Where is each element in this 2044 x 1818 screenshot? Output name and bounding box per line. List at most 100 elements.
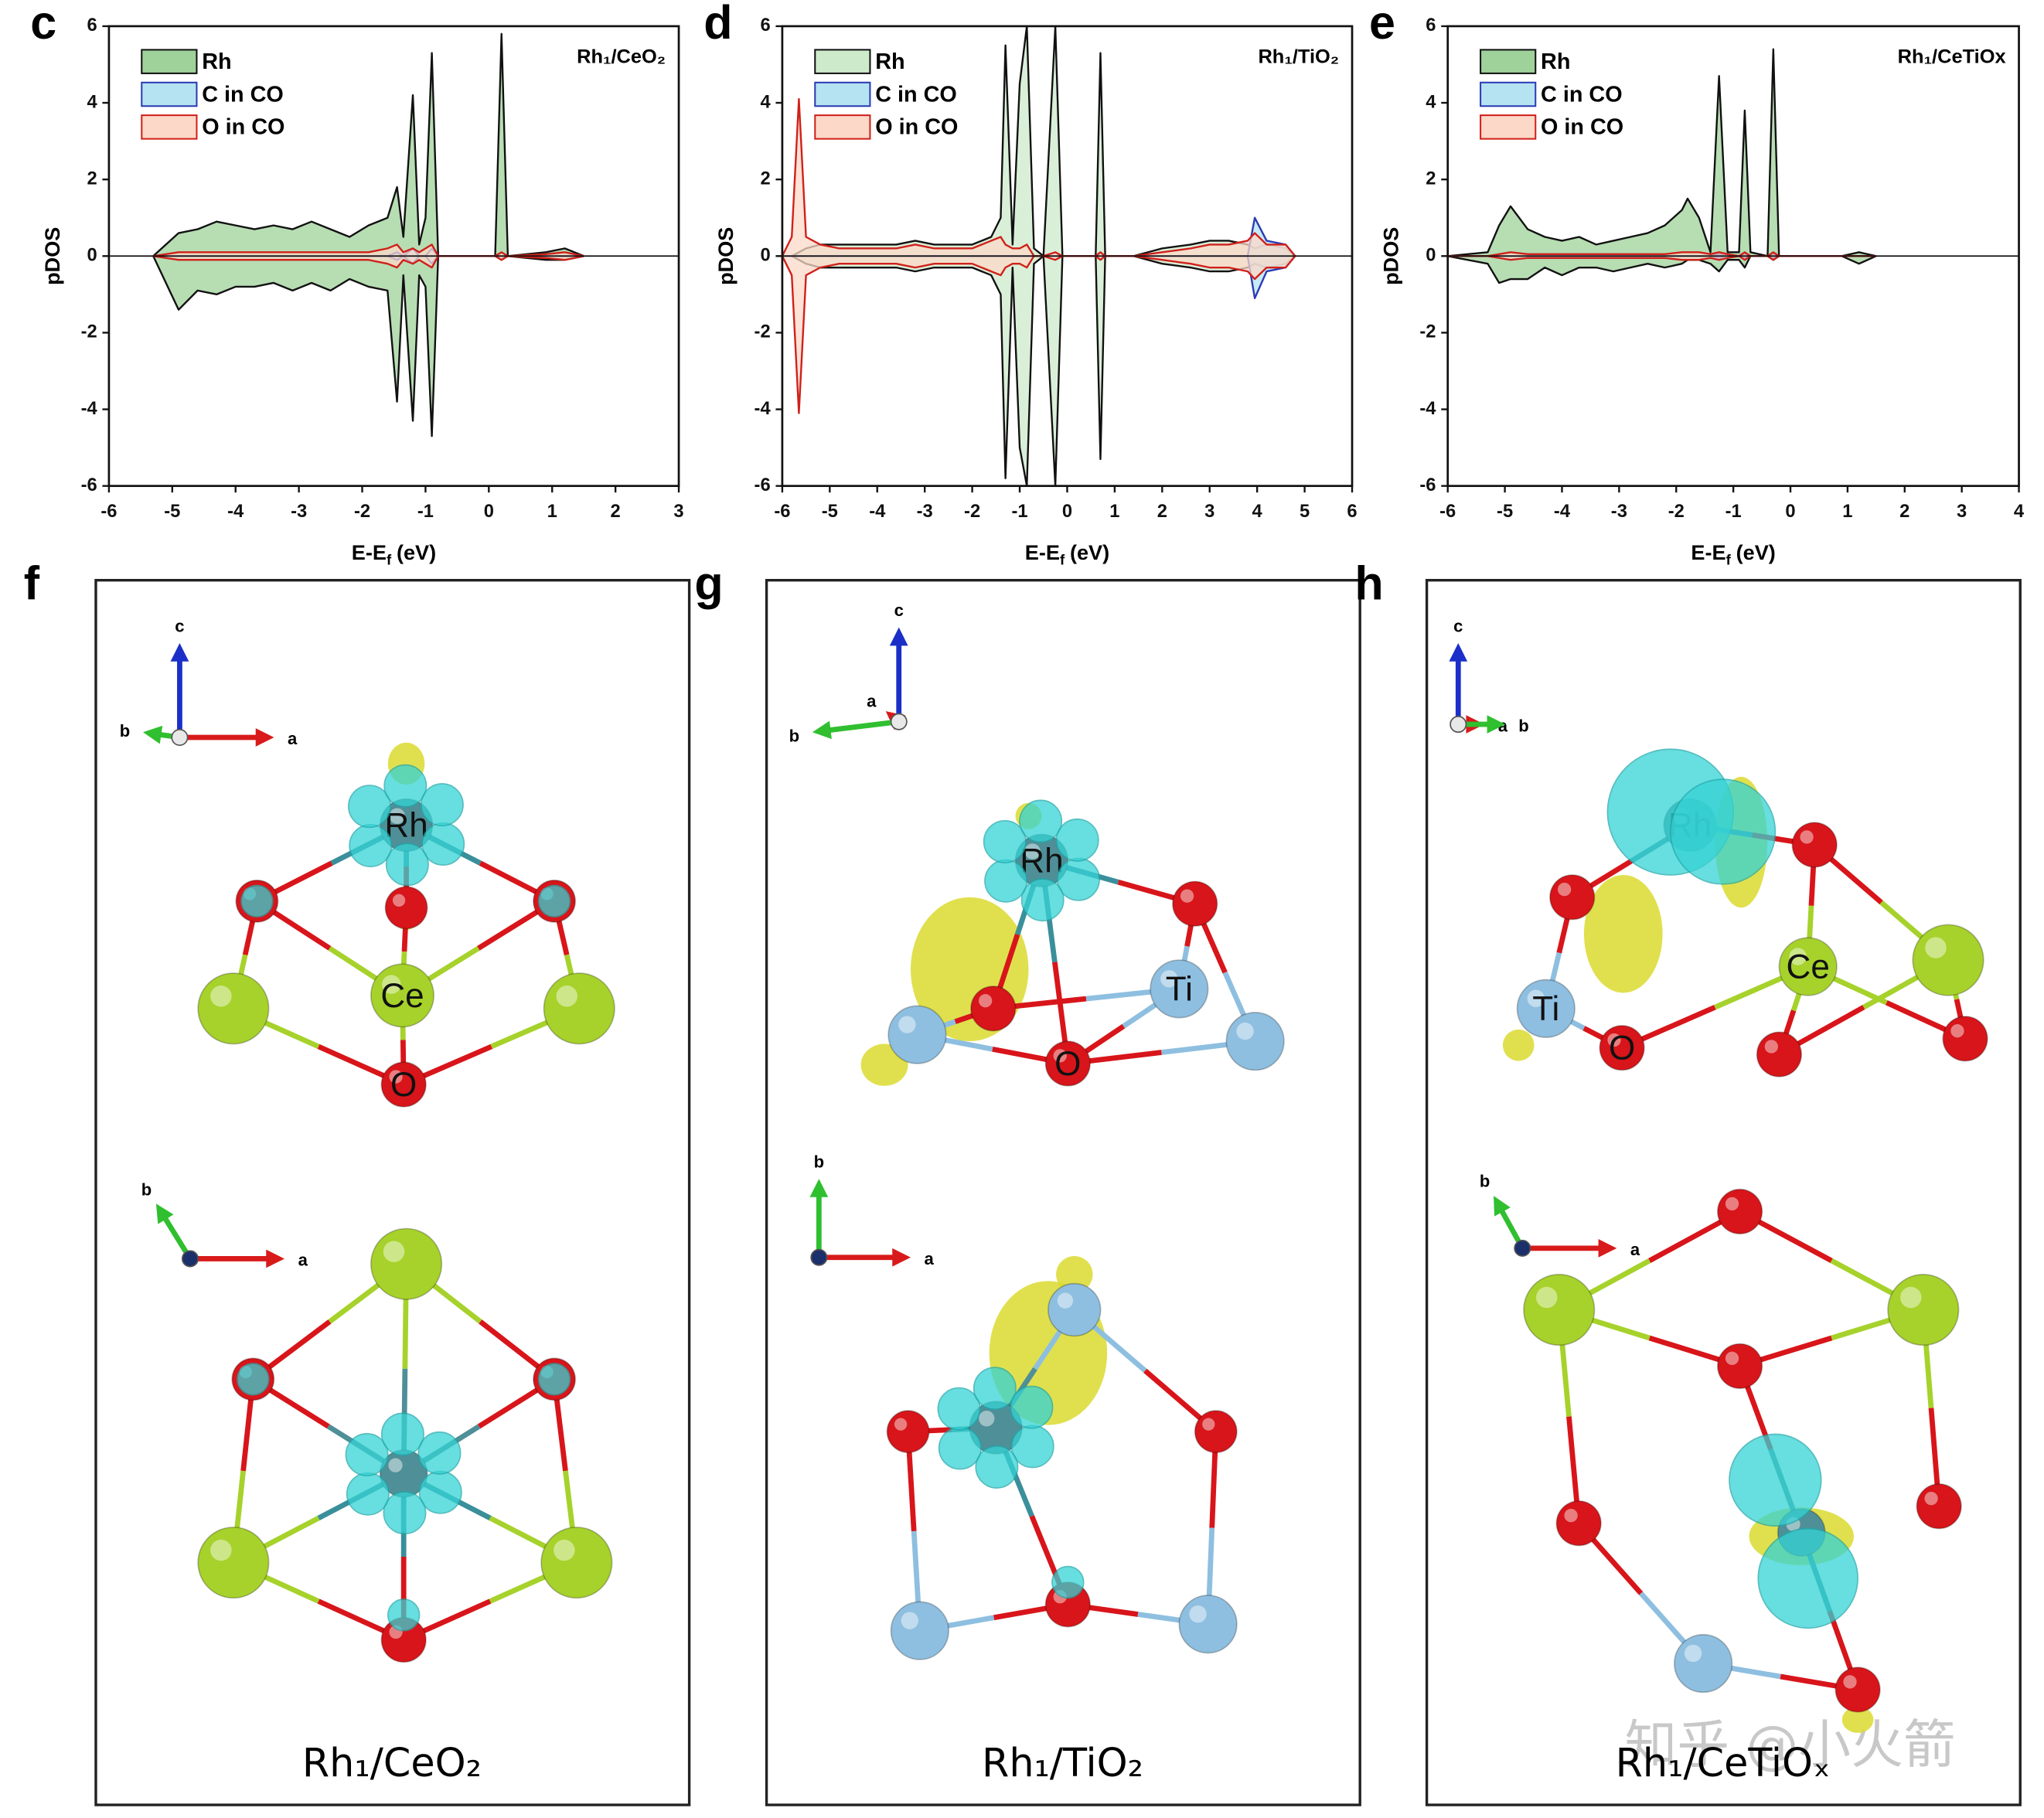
x-label-part: E-E — [352, 540, 387, 564]
isosurface-cyan — [1019, 799, 1063, 843]
y-axis-label: pDOS — [40, 227, 64, 285]
atom-label: Rh — [384, 807, 428, 845]
axis-origin — [890, 713, 908, 730]
isosurface-cyan — [420, 783, 464, 827]
isosurface-cyan — [240, 884, 274, 918]
atom — [370, 963, 435, 1028]
axis-label: a — [1498, 716, 1508, 735]
x-tick-label: -1 — [417, 502, 434, 522]
atom — [1716, 1188, 1763, 1235]
axis-origin — [1450, 716, 1467, 734]
x-tick-label: 0 — [1062, 502, 1072, 522]
legend-label: Rh — [1541, 49, 1570, 74]
y-tick-label: 4 — [760, 92, 771, 112]
atom — [1916, 1483, 1962, 1530]
structure-panel: Rh Ce Oc b a b a Rh₁/CeO₂ — [94, 578, 691, 1806]
x-tick-label: 2 — [1157, 502, 1167, 522]
atom — [540, 1526, 613, 1599]
axis-label: a — [867, 692, 877, 711]
y-tick-label: 4 — [87, 92, 97, 112]
axis-label: b — [789, 726, 799, 745]
panel-letter: g — [694, 557, 723, 609]
x-tick-label: 6 — [1347, 502, 1357, 522]
atom-label: O — [390, 1066, 417, 1104]
atom-highlight — [1057, 1292, 1074, 1309]
pdos-area — [152, 255, 584, 437]
x-tick-label: -4 — [1554, 502, 1571, 522]
legend-swatch — [1480, 114, 1537, 140]
axis-label: b — [141, 1180, 152, 1199]
isosurface-cyan — [385, 843, 429, 887]
atom-highlight — [1725, 1351, 1739, 1365]
legend-label: O in CO — [202, 115, 284, 140]
axis-label: c — [894, 601, 904, 620]
atom — [1523, 1273, 1596, 1346]
atom-highlight — [1843, 1675, 1857, 1689]
isosurface-cyan — [1057, 857, 1100, 901]
isosurface-cyan — [237, 1363, 270, 1396]
atom-highlight — [1564, 1509, 1578, 1523]
x-tick-label: 3 — [1204, 502, 1214, 522]
watermark: 知乎 @小火箭 — [1624, 1714, 1955, 1775]
isosurface-yellow — [1841, 1706, 1874, 1733]
atom — [370, 1227, 443, 1300]
x-tick-label: -4 — [869, 502, 886, 522]
atom-highlight — [210, 1539, 232, 1561]
axis-label: a — [1630, 1240, 1640, 1259]
isosurface-cyan — [537, 1363, 571, 1396]
isosurface-cyan — [383, 1491, 427, 1535]
atom-highlight — [1527, 989, 1545, 1007]
isosurface-cyan — [973, 1367, 1017, 1411]
atom-highlight — [1900, 1286, 1922, 1309]
axis-label: b — [120, 721, 130, 740]
legend-swatch — [141, 81, 198, 107]
atom-highlight — [1924, 1491, 1938, 1506]
legend-label: O in CO — [1541, 115, 1623, 140]
atom-label: Rh — [1020, 842, 1063, 880]
atom-highlight — [1189, 1605, 1207, 1623]
atom-label: Ti — [1166, 970, 1193, 1008]
pdos-area — [1447, 48, 1877, 257]
x-tick-label: -5 — [822, 502, 838, 522]
isosurface-cyan — [938, 1426, 982, 1470]
x-tick-label: 4 — [1252, 502, 1263, 522]
isosurface-cyan — [984, 859, 1028, 903]
chart-title: Rh₁/TiO₂ — [1258, 46, 1339, 67]
chart-title: Rh₁/CeTiOx — [1898, 46, 2006, 67]
atom — [197, 1526, 270, 1599]
atom-label: Ce — [1787, 948, 1830, 986]
pdos-area — [1447, 255, 1876, 261]
atom — [1178, 1595, 1238, 1654]
atom — [384, 886, 428, 930]
atom-highlight — [1024, 843, 1041, 860]
arrow-head — [142, 725, 163, 744]
atom — [1150, 959, 1209, 1019]
x-label-sub: f — [1726, 551, 1732, 567]
arrow-head — [1487, 715, 1506, 734]
pdos-area — [152, 32, 584, 257]
x-tick-label: 2 — [611, 502, 621, 522]
x-tick-label: 1 — [1842, 502, 1852, 522]
atom — [1887, 1273, 1960, 1346]
axis-origin — [181, 1250, 199, 1268]
legend-label: C in CO — [202, 82, 284, 107]
y-tick-label: -4 — [1419, 399, 1436, 419]
panel-caption: Rh₁/CeTiOₓ — [1616, 1740, 1831, 1786]
atom-highlight — [1180, 889, 1194, 903]
atom-highlight — [389, 1070, 403, 1084]
atom-highlight — [1684, 1644, 1702, 1663]
y-tick-label: 0 — [1426, 246, 1436, 266]
y-axis-label: pDOS — [714, 227, 738, 285]
isosurface-cyan — [421, 822, 465, 866]
panel-caption: Rh₁/CeO₂ — [302, 1740, 482, 1786]
x-label-part: (eV) — [1070, 540, 1109, 564]
arrow-head — [889, 627, 908, 646]
axis-label: b — [1518, 716, 1528, 735]
atom — [1555, 1500, 1602, 1547]
atom-label: O — [1609, 1030, 1635, 1067]
y-tick-label: -4 — [81, 399, 98, 419]
atom-label: Ti — [1532, 990, 1559, 1028]
pdos-area — [153, 255, 584, 269]
axis-label: b — [814, 1152, 824, 1172]
y-tick-label: 2 — [1426, 169, 1436, 189]
